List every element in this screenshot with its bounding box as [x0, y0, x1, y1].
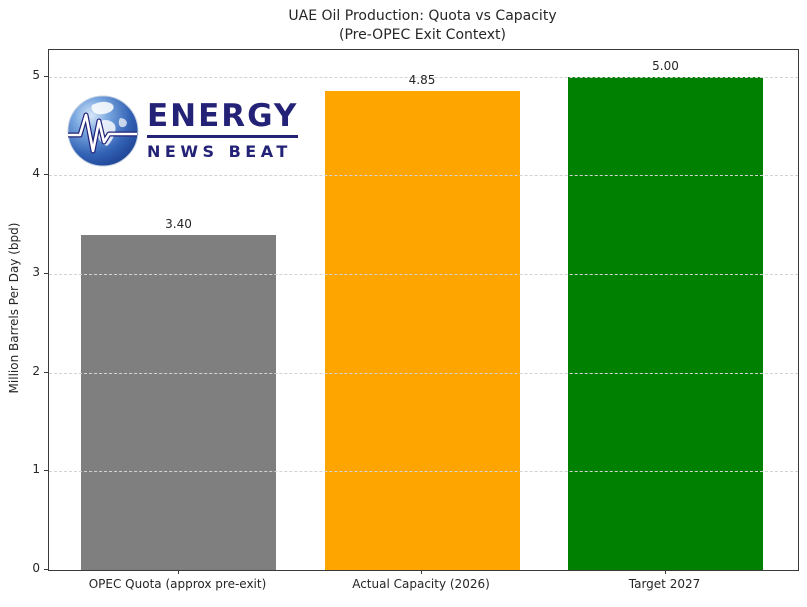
y-tick — [44, 470, 48, 472]
y-tick — [44, 75, 48, 77]
y-tick-label: 0 — [32, 561, 40, 575]
x-tick-label: Actual Capacity (2026) — [352, 577, 490, 591]
logo-text-news-beat: NEWS BEAT — [147, 142, 292, 161]
y-tick-label: 5 — [32, 67, 40, 82]
bar-2 — [568, 76, 763, 570]
x-tick — [421, 570, 422, 574]
energy-news-beat-logo: ENERGY NEWS BEAT — [66, 94, 299, 168]
gridline-y2 — [49, 372, 798, 374]
bar-1 — [324, 91, 520, 570]
y-tick-label: 1 — [32, 462, 40, 477]
chart-title: UAE Oil Production: Quota vs Capacity (P… — [48, 7, 797, 45]
y-tick — [44, 371, 48, 373]
bar-0 — [81, 234, 276, 570]
gridline-y4 — [49, 175, 798, 177]
gridline-y5 — [49, 76, 798, 78]
y-tick — [44, 272, 48, 274]
logo-text: ENERGY NEWS BEAT — [147, 101, 299, 161]
y-tick-label: 4 — [32, 166, 40, 181]
chart-title-line1: UAE Oil Production: Quota vs Capacity — [288, 8, 557, 24]
chart-title-line2: (Pre-OPEC Exit Context) — [339, 27, 506, 43]
x-tick — [177, 570, 179, 574]
y-tick — [44, 174, 48, 176]
y-tick-label: 2 — [32, 363, 40, 378]
bar-value-label: 5.00 — [652, 58, 679, 73]
plot-area: 3.40 4.85 5.00 — [48, 49, 799, 571]
y-tick-label: 3 — [32, 264, 40, 279]
bar-value-label: 3.40 — [165, 216, 192, 231]
globe-pulse-icon — [67, 95, 139, 167]
x-tick — [664, 570, 666, 574]
logo-text-energy: ENERGY — [147, 101, 299, 138]
gridline-y1 — [49, 471, 798, 473]
x-tick-label: OPEC Quota (approx pre-exit) — [88, 577, 267, 591]
gridline-y3 — [49, 273, 798, 275]
y-tick — [44, 569, 48, 570]
bar-value-label: 4.85 — [408, 73, 436, 88]
x-tick-label: Target 2027 — [628, 577, 701, 591]
